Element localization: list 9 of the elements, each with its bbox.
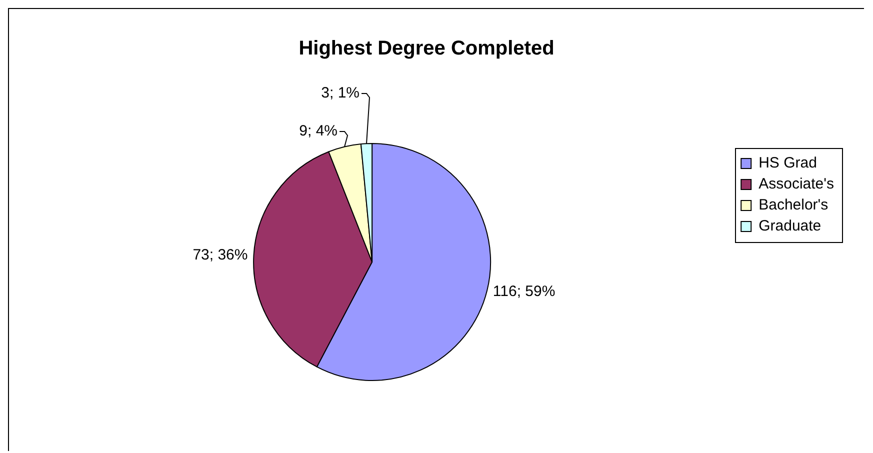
legend-label: Graduate (758, 218, 822, 235)
legend-label: Associate's (758, 176, 834, 193)
data-label: 3; 1% (321, 84, 360, 102)
chart-title: Highest Degree Completed (298, 38, 554, 60)
data-label: 73; 36% (192, 246, 248, 264)
data-label: 9; 4% (299, 122, 338, 140)
legend-label: HS Grad (758, 154, 817, 172)
data-label: 116; 59% (492, 283, 556, 300)
legend-label: Bachelor's (758, 196, 828, 214)
